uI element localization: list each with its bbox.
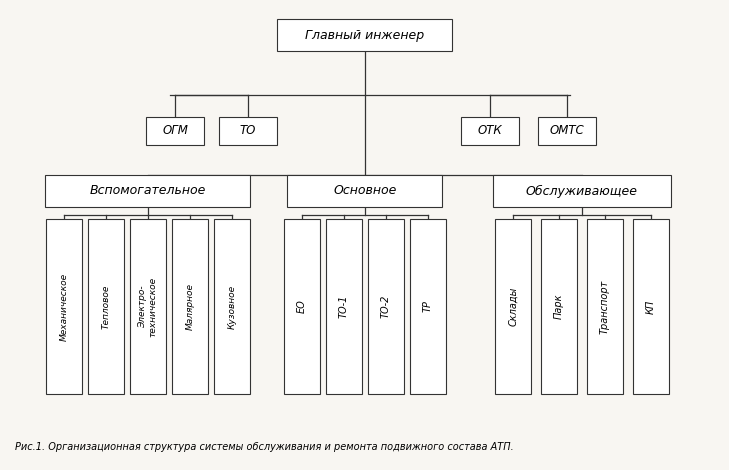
Text: Тепловое: Тепловое [101, 284, 111, 329]
FancyBboxPatch shape [130, 219, 166, 394]
FancyBboxPatch shape [219, 117, 277, 145]
FancyBboxPatch shape [493, 175, 671, 207]
FancyBboxPatch shape [368, 219, 404, 394]
FancyBboxPatch shape [46, 219, 82, 394]
FancyBboxPatch shape [326, 219, 362, 394]
FancyBboxPatch shape [541, 219, 577, 394]
FancyBboxPatch shape [287, 175, 443, 207]
Text: Рис.1. Организационная структура системы обслуживания и ремонта подвижного соста: Рис.1. Организационная структура системы… [15, 442, 514, 452]
Text: КП: КП [646, 299, 656, 313]
FancyBboxPatch shape [172, 219, 208, 394]
Text: Кузовное: Кузовное [227, 284, 236, 329]
FancyBboxPatch shape [88, 219, 124, 394]
FancyBboxPatch shape [461, 117, 519, 145]
Text: Главный инженер: Главный инженер [305, 29, 424, 41]
Text: Основное: Основное [333, 185, 397, 197]
Text: Парк: Парк [554, 294, 564, 319]
Text: Склады: Склады [508, 287, 518, 326]
FancyBboxPatch shape [278, 19, 453, 51]
FancyBboxPatch shape [45, 175, 251, 207]
Text: ТР: ТР [423, 300, 433, 313]
FancyBboxPatch shape [538, 117, 596, 145]
Text: ОМТС: ОМТС [550, 125, 585, 138]
Text: Вспомогательное: Вспомогательное [90, 185, 206, 197]
Text: Малярное: Малярное [185, 283, 195, 330]
Text: Электро-
техническое: Электро- техническое [139, 276, 157, 337]
FancyBboxPatch shape [587, 219, 623, 394]
FancyBboxPatch shape [633, 219, 669, 394]
FancyBboxPatch shape [410, 219, 446, 394]
FancyBboxPatch shape [284, 219, 320, 394]
Text: ТО: ТО [240, 125, 256, 138]
Text: ТО-1: ТО-1 [339, 295, 349, 318]
Text: ТО-2: ТО-2 [381, 295, 391, 318]
FancyBboxPatch shape [214, 219, 250, 394]
Text: ОТК: ОТК [477, 125, 502, 138]
FancyBboxPatch shape [146, 117, 204, 145]
Text: Обслуживающее: Обслуживающее [526, 184, 638, 197]
Text: Механическое: Механическое [60, 273, 69, 341]
Text: Транспорт: Транспорт [600, 279, 610, 334]
FancyBboxPatch shape [495, 219, 531, 394]
Text: ОГМ: ОГМ [162, 125, 188, 138]
Text: ЕО: ЕО [297, 300, 307, 313]
